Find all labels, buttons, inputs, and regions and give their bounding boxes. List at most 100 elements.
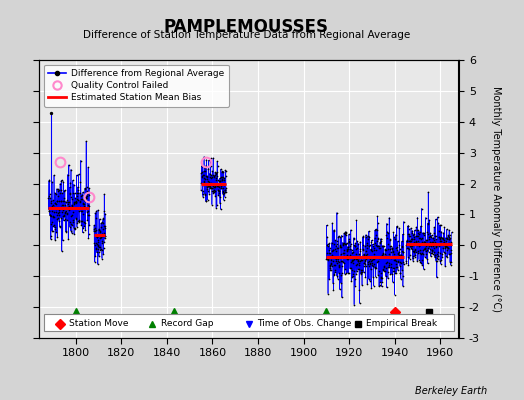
Point — [95, 232, 103, 238]
Point — [66, 219, 74, 225]
Point — [92, 208, 101, 214]
Point — [434, 241, 443, 247]
Point — [47, 221, 56, 227]
Point — [374, 219, 382, 226]
Point — [95, 226, 103, 232]
Point — [339, 241, 347, 247]
Point — [59, 178, 68, 185]
Point — [100, 230, 108, 236]
Point — [398, 244, 407, 250]
Point — [63, 206, 71, 213]
Point — [383, 220, 391, 227]
Text: Difference of Station Temperature Data from Regional Average: Difference of Station Temperature Data f… — [83, 30, 410, 40]
Point — [208, 184, 216, 191]
Point — [64, 204, 73, 210]
Point — [442, 243, 451, 249]
Point — [58, 190, 66, 196]
Point — [342, 246, 351, 253]
Point — [392, 223, 401, 230]
Point — [92, 245, 100, 251]
Point — [217, 175, 226, 182]
Point — [440, 242, 449, 248]
Point — [91, 253, 99, 260]
Point — [209, 171, 217, 178]
Point — [376, 239, 384, 246]
Point — [47, 213, 56, 220]
Point — [66, 223, 74, 230]
Point — [425, 217, 433, 223]
Point — [326, 245, 334, 251]
Point — [362, 263, 370, 270]
Point — [398, 231, 407, 238]
Point — [75, 198, 84, 204]
Point — [331, 258, 340, 265]
Point — [399, 249, 408, 255]
Point — [75, 205, 84, 211]
Point — [405, 238, 413, 244]
Point — [212, 170, 220, 176]
Point — [378, 278, 386, 285]
Point — [97, 234, 105, 240]
Point — [337, 258, 345, 264]
Point — [63, 197, 72, 203]
Point — [64, 199, 72, 206]
Point — [100, 208, 108, 214]
Point — [397, 243, 406, 249]
Point — [430, 229, 438, 236]
Point — [363, 245, 371, 252]
Point — [422, 240, 430, 247]
Point — [203, 173, 211, 179]
Point — [220, 175, 228, 182]
Point — [446, 250, 455, 256]
Point — [327, 254, 335, 261]
Point — [52, 216, 61, 222]
Point — [59, 207, 67, 214]
Point — [348, 273, 357, 280]
Point — [206, 155, 215, 162]
Point — [199, 182, 208, 188]
Point — [45, 178, 53, 184]
Point — [442, 253, 450, 259]
Point — [392, 260, 400, 267]
Point — [78, 205, 86, 211]
Point — [386, 236, 394, 242]
Point — [435, 238, 444, 244]
Point — [100, 239, 108, 245]
Point — [96, 246, 104, 253]
Point — [353, 257, 362, 264]
Point — [91, 210, 100, 216]
Point — [386, 243, 394, 250]
Point — [341, 229, 350, 236]
Point — [337, 253, 346, 260]
Point — [440, 239, 448, 246]
Point — [352, 251, 360, 257]
Point — [344, 256, 352, 262]
Point — [409, 232, 417, 238]
Point — [100, 223, 108, 229]
Point — [426, 241, 434, 247]
Point — [204, 166, 212, 172]
Point — [440, 249, 448, 256]
Point — [200, 177, 208, 184]
Point — [341, 231, 349, 237]
Point — [92, 240, 101, 247]
Point — [438, 254, 446, 260]
Point — [203, 184, 211, 190]
Point — [391, 270, 399, 276]
Point — [355, 266, 363, 272]
Point — [334, 244, 342, 251]
Point — [406, 251, 414, 258]
Point — [380, 254, 389, 260]
Point — [328, 240, 336, 246]
Point — [428, 250, 436, 257]
Point — [410, 227, 419, 233]
Point — [61, 198, 70, 205]
Point — [370, 235, 379, 241]
Point — [405, 231, 413, 237]
Point — [80, 223, 89, 229]
Point — [390, 234, 399, 240]
Point — [420, 230, 428, 237]
Point — [437, 234, 445, 240]
Point — [424, 221, 433, 228]
Point — [435, 235, 444, 242]
